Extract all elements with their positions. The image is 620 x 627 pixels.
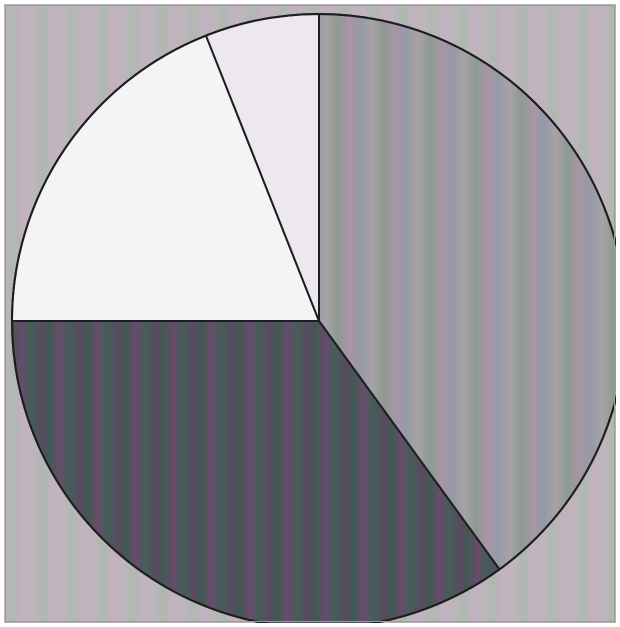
pie-chart	[4, 4, 616, 623]
pie-outline	[11, 13, 616, 623]
pie-slices	[11, 13, 616, 623]
